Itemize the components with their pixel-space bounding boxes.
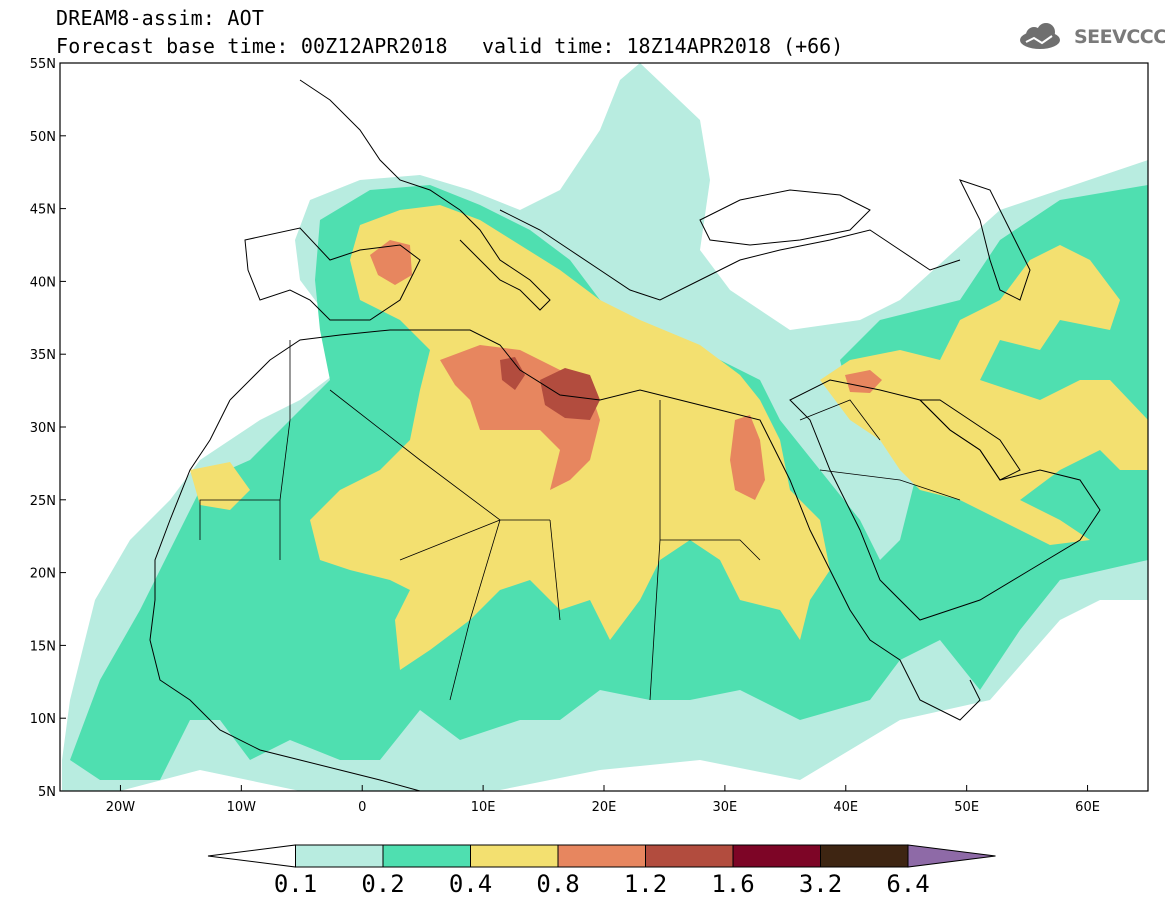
lon-tick-label: 30E [713, 800, 738, 815]
coastline-red-sea [769, 439, 981, 721]
colorbar-label: 0.4 [448, 870, 493, 898]
lat-tick-label: 40N [30, 275, 56, 290]
country-borders [199, 340, 961, 701]
lat-tick-label: 20N [30, 567, 56, 582]
latitude-ticks: 55N 50N 45N 40N 35N 30N 25N 20N 15N 10N 5N [30, 57, 66, 800]
colorbar-label: 6.4 [886, 870, 930, 898]
colorbar-label: 3.2 [798, 870, 843, 898]
lon-tick-label: 10W [227, 800, 257, 815]
coastline-europe [299, 79, 961, 301]
seevccc-logo [1020, 23, 1060, 49]
forecast-base-time: Forecast base time: 00Z12APR2018 [56, 34, 448, 58]
lon-tick-label: 20E [592, 800, 617, 815]
colorbar-under-triangle [207, 844, 296, 868]
colorbar-label: 1.2 [623, 870, 668, 898]
lat-tick-label: 30N [30, 421, 56, 436]
lon-tick-label: 60E [1075, 800, 1100, 815]
valid-time: valid time: 18Z14APR2018 (+66) [482, 34, 844, 58]
aot-band-0.4-west [190, 462, 250, 510]
cloud-icon [1020, 23, 1060, 49]
longitude-ticks: 20W 10W 0 10E 20E 30E 40E 50E 60E [106, 785, 1100, 815]
colorbar [207, 844, 996, 868]
aot-band-0.4-arabia [820, 245, 1148, 545]
colorbar-segment [645, 844, 734, 868]
coastline-north-africa [229, 329, 771, 441]
lat-tick-label: 50N [30, 130, 56, 145]
logo-text: SEEVCCC [1074, 26, 1165, 48]
lon-tick-label: 40E [833, 800, 858, 815]
coastline-iberia-africa [244, 227, 421, 321]
aot-field [62, 63, 1148, 791]
map-title: DREAM8-assim: AOT [56, 6, 265, 30]
coastlines [149, 79, 1101, 791]
lon-tick-label: 0 [358, 800, 366, 815]
coastline-caspian [959, 179, 1031, 301]
lat-tick-label: 25N [30, 494, 56, 509]
lat-tick-label: 35N [30, 348, 56, 363]
colorbar-label: 0.2 [361, 870, 405, 898]
lon-tick-label: 50E [954, 800, 979, 815]
aot-band-0.8-spain [370, 240, 412, 285]
coastline-persian-gulf [918, 399, 1021, 481]
colorbar-segment [820, 844, 909, 868]
colorbar-segment [382, 844, 471, 868]
colorbar-segment [470, 844, 559, 868]
colorbar-label: 1.6 [711, 870, 755, 898]
colorbar-segment [557, 844, 646, 868]
lat-tick-label: 5N [38, 785, 56, 800]
aot-band-0.8-iraq [845, 370, 882, 393]
colorbar-label: 0.8 [536, 870, 580, 898]
coastline-italy [459, 209, 551, 311]
lat-tick-label: 15N [30, 639, 56, 654]
lat-tick-label: 55N [30, 57, 56, 72]
coastline-black-sea [699, 189, 871, 246]
colorbar-label: 0.1 [273, 870, 318, 898]
lat-tick-label: 45N [30, 203, 56, 218]
colorbar-segment [295, 844, 384, 868]
lon-tick-label: 10E [471, 800, 496, 815]
aot-band-0.8-egypt [730, 415, 765, 500]
lat-tick-label: 10N [30, 712, 56, 727]
colorbar-over-triangle [907, 844, 996, 868]
lon-tick-label: 20W [106, 800, 136, 815]
colorbar-segment [732, 844, 821, 868]
aot-band-1.2-tunisia [500, 357, 525, 390]
aot-band-1.2 [540, 368, 600, 420]
coastline-west-africa [149, 399, 421, 791]
